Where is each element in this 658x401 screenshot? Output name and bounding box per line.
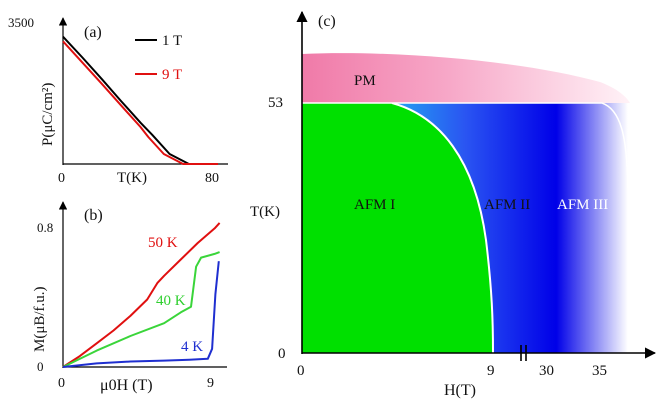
panel-c-xtick-30: 30 [539, 363, 554, 379]
region-label-afm-ii: AFM II [484, 197, 530, 213]
legend-label-1T: 1 T [162, 33, 182, 49]
panel-c: (c) PM AFM I AFM II AFM III 53 0 T(K) 0 … [250, 10, 657, 399]
panel-a-series-group [62, 36, 218, 165]
panel-b-series-line-50K [62, 222, 221, 368]
panel-b-ylabel: M(μB/f.u.) [32, 286, 48, 352]
panel-a-xtick-80: 80 [205, 171, 219, 186]
region-label-afm-iii: AFM III [557, 197, 608, 213]
panel-c-xtick-9: 9 [487, 363, 495, 379]
region-afm-i-fill [302, 103, 493, 353]
panel-b-ytick-08: 0.8 [37, 220, 53, 235]
series-label-4K: 4 K [181, 339, 203, 355]
panel-c-ytick-53: 53 [268, 95, 283, 111]
panel-a-ylabel: P(μC/cm²) [40, 83, 56, 146]
panel-c-label: (c) [318, 13, 336, 30]
panel-a-series-line-1T [62, 36, 218, 165]
panel-b-xtick-9: 9 [207, 376, 214, 391]
panel-a-ytick-top: 3500 [8, 15, 34, 30]
series-label-40K: 40 K [156, 293, 186, 309]
region-label-afm-i: AFM I [354, 197, 395, 213]
panel-b-ytick-0: 0 [37, 359, 44, 374]
region-label-pm: PM [354, 73, 376, 89]
panel-a-label: (a) [84, 24, 102, 41]
panel-a-xtick-0: 0 [58, 171, 65, 186]
legend-label-9T: 9 T [162, 67, 182, 83]
panel-b: (b) 0.8 0 0 9 μ0H (T) M(μB/f.u.) 50 K 40… [32, 201, 227, 394]
panel-c-xlabel: H(T) [444, 382, 476, 399]
series-label-50K: 50 K [148, 235, 178, 251]
panel-b-xlabel: μ0H (T) [100, 377, 153, 394]
panel-c-ylabel: T(K) [250, 204, 280, 220]
panel-b-xtick-0: 0 [58, 376, 65, 391]
panel-a-xlabel: T(K) [117, 170, 147, 186]
panel-b-label: (b) [84, 207, 103, 224]
panel-a: (a) 3500 0 80 T(K) P(μC/cm²) 1 T 9 T [8, 15, 228, 186]
panel-c-xtick-35: 35 [592, 363, 607, 379]
panel-a-series-line-9T [62, 40, 218, 165]
panel-c-xtick-0: 0 [297, 363, 305, 379]
afm-i-ii-boundary [391, 102, 494, 354]
region-pm-fill [302, 53, 630, 103]
panel-b-series-line-40K [62, 251, 220, 368]
panel-b-series-group [62, 222, 221, 368]
panel-c-ytick-0: 0 [278, 346, 286, 362]
pm-boundary-line [302, 102, 629, 353]
panel-b-series-line-4K [62, 261, 220, 368]
